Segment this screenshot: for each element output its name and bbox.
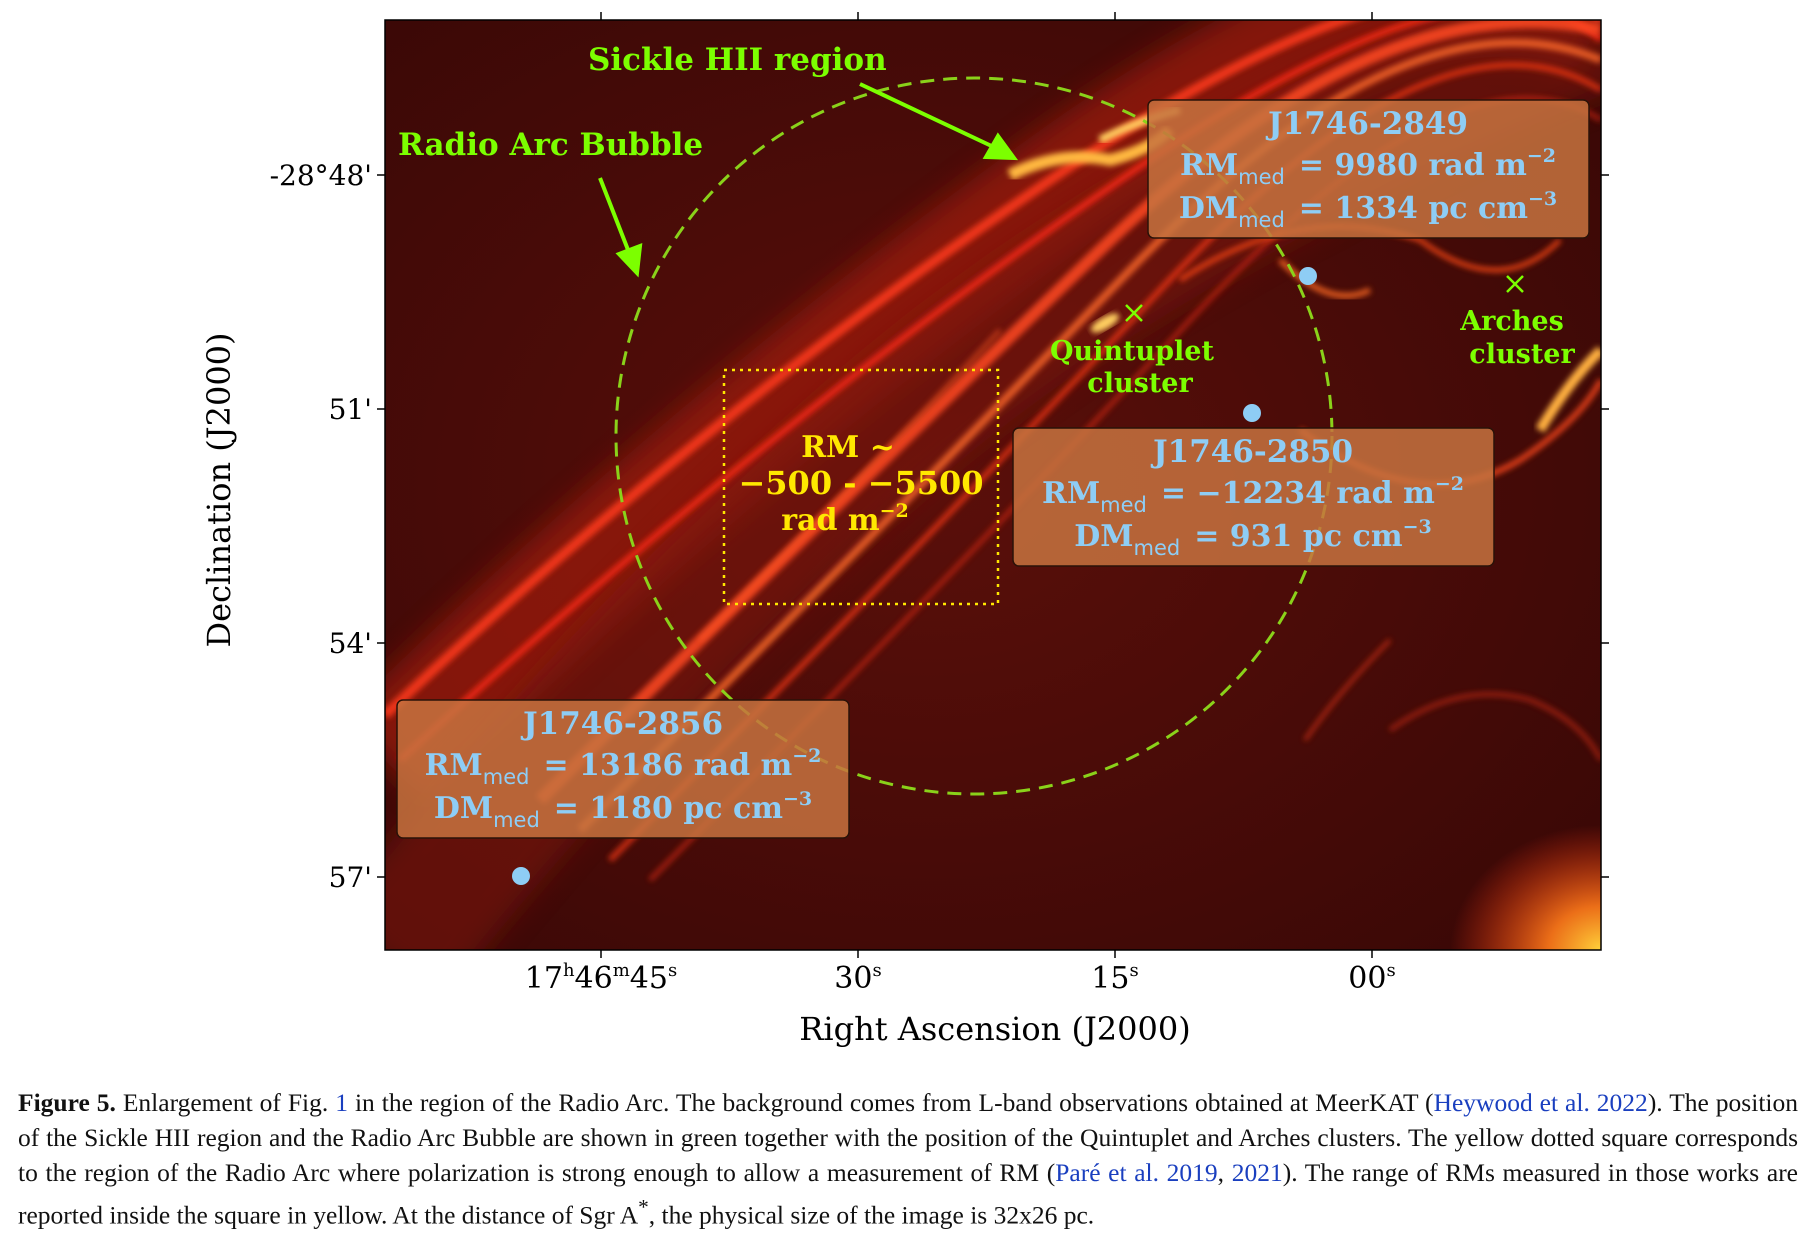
source-dm: DMmed = 1180 pc cm−3 bbox=[434, 788, 812, 832]
source-dm: DMmed = 931 pc cm−3 bbox=[1074, 516, 1431, 560]
caption-ref-fig1[interactable]: 1 bbox=[335, 1088, 348, 1117]
rm-range-line1: RM ~ bbox=[801, 430, 895, 465]
arches-label: cluster bbox=[1469, 339, 1575, 370]
sickle-arrow bbox=[859, 82, 1019, 161]
ytick-label: 54' bbox=[329, 627, 372, 660]
caption-text: Enlargement of Fig. bbox=[115, 1088, 336, 1117]
caption-text: in the region of the Radio Arc. The back… bbox=[347, 1088, 1434, 1117]
plot-frame bbox=[384, 19, 1602, 951]
caption-ref-pare2021[interactable]: 2021 bbox=[1231, 1158, 1283, 1187]
ytick-label: 51' bbox=[329, 393, 372, 426]
source-name: J1746-2850 bbox=[1150, 434, 1353, 470]
tick-marks bbox=[377, 12, 1609, 958]
pulsar-marker-j1746-2850 bbox=[1243, 404, 1261, 422]
x-axis-label: Right Ascension (J2000) bbox=[799, 1010, 1190, 1048]
quintuplet-marker bbox=[1125, 304, 1143, 322]
source-rm: RMmed = −12234 rad m−2 bbox=[1042, 473, 1464, 517]
info-box-j1746-2849: J1746-2849 RMmed = 9980 rad m−2 DMmed = 13… bbox=[1147, 99, 1590, 239]
caption-text: , bbox=[1217, 1158, 1232, 1187]
rm-range-line2: −500 - −5500 bbox=[738, 464, 983, 502]
info-box-j1746-2856: J1746-2856 RMmed = 13186 rad m−2 DMmed = 1… bbox=[396, 699, 850, 839]
quintuplet-label: cluster bbox=[1087, 368, 1193, 399]
caption-ref-pare2019[interactable]: Paré et al. 2019 bbox=[1055, 1158, 1218, 1187]
xtick-label: 15s bbox=[1091, 960, 1138, 996]
source-dm: DMmed = 1334 pc cm−3 bbox=[1179, 188, 1557, 232]
ytick-label: 57' bbox=[329, 861, 372, 894]
source-rm: RMmed = 13186 rad m−2 bbox=[425, 745, 822, 789]
source-rm: RMmed = 9980 rad m−2 bbox=[1180, 145, 1556, 189]
figure-caption: Figure 5. Enlargement of Fig. 1 in the r… bbox=[18, 1085, 1798, 1233]
arches-label: Arches bbox=[1459, 306, 1564, 337]
caption-ref-heywood[interactable]: Heywood et al. 2022 bbox=[1433, 1088, 1648, 1117]
rm-region-square bbox=[722, 368, 1000, 606]
source-name: J1746-2849 bbox=[1265, 106, 1468, 142]
y-axis-label: Declination (J2000) bbox=[200, 332, 238, 647]
caption-text: , the physical size of the image is 32x2… bbox=[648, 1200, 1095, 1230]
bubble-label: Radio Arc Bubble bbox=[398, 127, 703, 163]
caption-text: ). The position of the Sickle HII region… bbox=[18, 1088, 1798, 1187]
xtick-label: 00s bbox=[1348, 960, 1395, 996]
radio-arc-figure: -28°48' 51' 54' 57' 17h46m45s 30s 15s 00… bbox=[200, 12, 1609, 1048]
caption-figure-label: Figure 5. bbox=[18, 1088, 116, 1117]
sickle-label: Sickle HII region bbox=[588, 42, 887, 78]
bubble-arrow bbox=[598, 177, 643, 278]
xtick-label: 30s bbox=[834, 960, 881, 996]
quintuplet-label: Quintuplet bbox=[1050, 336, 1214, 367]
pulsar-marker-j1746-2849 bbox=[1299, 267, 1317, 285]
pulsar-marker-j1746-2856 bbox=[512, 867, 530, 885]
caption-superscript: * bbox=[638, 1195, 649, 1219]
source-name: J1746-2856 bbox=[520, 706, 723, 742]
info-box-j1746-2850: J1746-2850 RMmed = −12234 rad m−2 DMmed = … bbox=[1012, 427, 1495, 567]
xtick-label: 17h46m45s bbox=[525, 960, 677, 996]
ytick-label: -28°48' bbox=[270, 159, 372, 192]
arches-marker bbox=[1506, 275, 1524, 293]
rm-range-line3: rad m−2 bbox=[781, 500, 909, 538]
